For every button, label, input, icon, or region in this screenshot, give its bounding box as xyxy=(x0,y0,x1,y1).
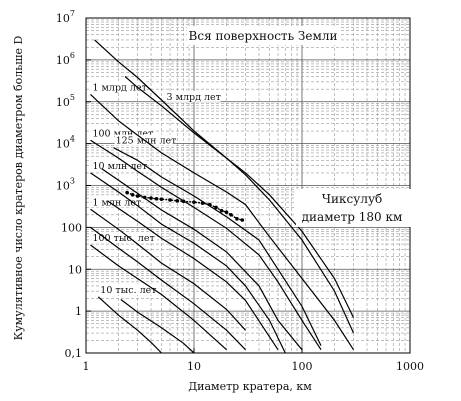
grid xyxy=(85,18,410,354)
isochron-line xyxy=(90,172,286,354)
observed-layer xyxy=(125,190,245,222)
x-tick-label: 100 xyxy=(292,360,313,373)
isochron-line xyxy=(90,139,322,351)
series-layer: 10 тыс. лет 100 тыс. лет 1 млн лет 10 млн л… xyxy=(90,39,355,354)
series-label: 1 млрд лет xyxy=(92,82,146,93)
y-tick-label: 106 xyxy=(56,51,75,67)
observed-point xyxy=(219,208,224,213)
observed-point xyxy=(159,197,164,202)
series-label: 100 тыс. лет xyxy=(92,233,154,244)
observed-point xyxy=(200,201,205,205)
x-axis-title: Диаметр кратера, км xyxy=(188,380,312,393)
isochron-line xyxy=(113,147,322,346)
observed-point xyxy=(207,202,212,207)
y-tick-label: 107 xyxy=(56,9,75,25)
isochron-line xyxy=(97,296,162,354)
observed-point xyxy=(181,199,186,204)
observed-point xyxy=(235,217,239,221)
isochron-line xyxy=(90,226,246,351)
isochron-line xyxy=(120,299,195,354)
series-label: 100 млн лет xyxy=(92,128,153,139)
chicxulub-annotation-name: Чиксулуб xyxy=(322,192,382,206)
series-label-bg xyxy=(91,81,147,93)
series-label-bg xyxy=(91,159,147,171)
series-label: 10 тыс. лет xyxy=(100,285,156,296)
observed-point xyxy=(168,198,172,202)
y-tick-label: 1 xyxy=(75,305,82,318)
x-tick-label: 1000 xyxy=(396,360,424,373)
series-label-bg xyxy=(91,231,158,243)
y-tick-label: 103 xyxy=(56,177,75,193)
y-tick-label: 0,1 xyxy=(65,347,83,360)
region-annotation-box: Вся поверхность Земли xyxy=(187,26,339,45)
y-axis-title: Кумулятивное число кратеров диаметром бо… xyxy=(12,36,25,341)
observed-point xyxy=(130,192,135,197)
observed-point xyxy=(229,212,233,217)
isochron-line xyxy=(124,76,355,318)
series-label-bg xyxy=(99,283,160,295)
observed-point xyxy=(125,190,129,195)
series-label-bg xyxy=(91,196,142,208)
y-tick-label: 100 xyxy=(61,221,82,234)
isochron-line xyxy=(90,93,355,351)
isochron-line xyxy=(101,168,303,351)
x-tick-label: 1 xyxy=(83,360,90,373)
series-label-bg xyxy=(165,90,221,102)
observed-point xyxy=(224,210,229,215)
series-label: 3 млрд лет xyxy=(167,92,221,103)
region-annotation: Вся поверхность Земли xyxy=(189,29,338,43)
observed-point xyxy=(175,199,180,203)
series-label-bg xyxy=(91,127,152,139)
x-tick-label: 10 xyxy=(187,360,201,373)
observed-point xyxy=(154,197,159,201)
isochron-line xyxy=(107,200,279,351)
isochron-line xyxy=(90,208,246,331)
observed-point xyxy=(240,218,245,222)
chicxulub-annotation-diameter: диаметр 180 км xyxy=(302,210,403,224)
observed-point xyxy=(142,195,147,200)
observed-point xyxy=(214,205,218,210)
observed-point xyxy=(192,200,196,204)
y-tick-label: 105 xyxy=(56,93,75,109)
y-tick-label: 104 xyxy=(56,135,75,151)
observed-point xyxy=(135,194,140,198)
series-label: 10 млн лет xyxy=(92,161,147,172)
chicxulub-annotation-box: Чиксулуб диаметр 180 км xyxy=(296,189,414,227)
y-tick-label: 10 xyxy=(68,263,82,276)
observed-point xyxy=(149,196,153,200)
isochron-line xyxy=(90,244,227,351)
series-label: 1 млн лет xyxy=(92,197,141,208)
